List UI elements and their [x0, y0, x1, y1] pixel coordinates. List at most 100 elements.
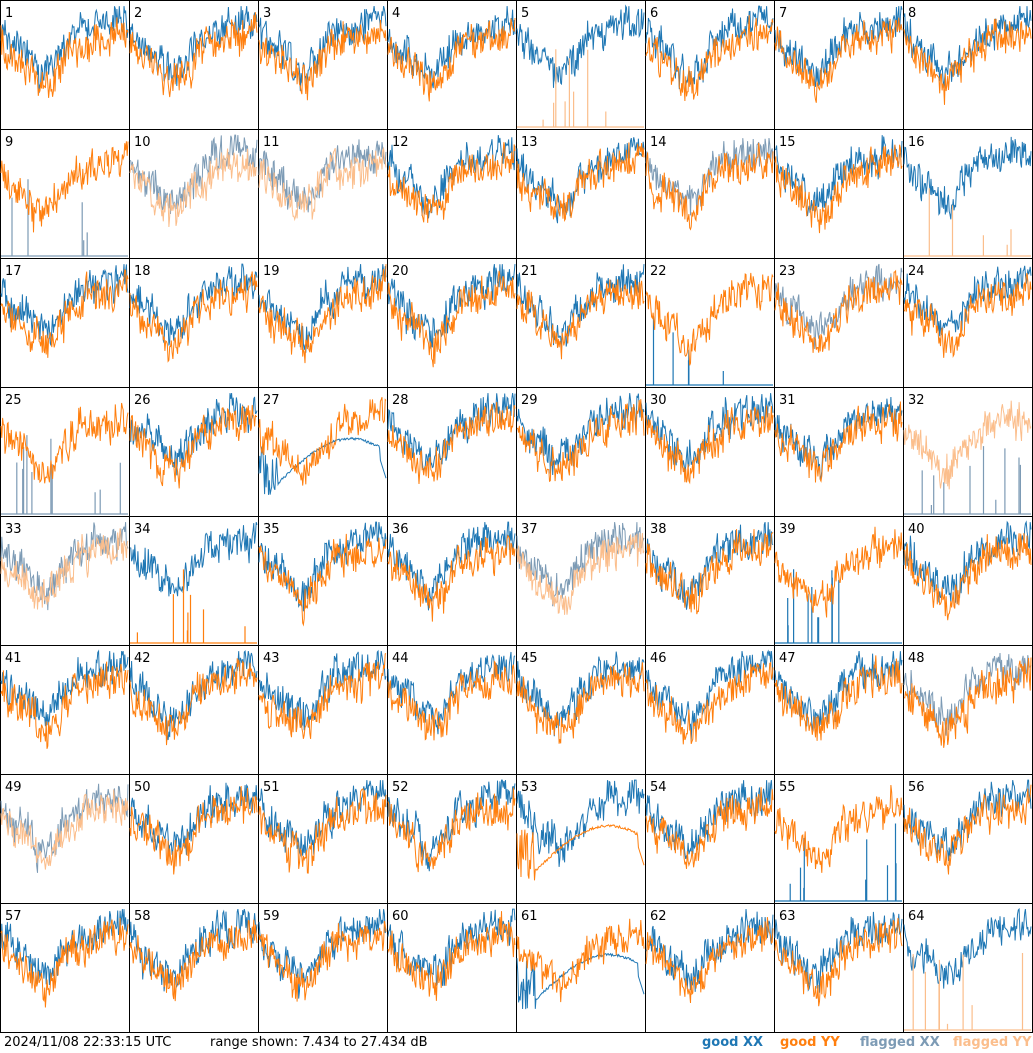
- yy-trace-26: [129, 405, 257, 489]
- panel-label-53: 53: [521, 780, 538, 795]
- panel-label-37: 37: [521, 522, 538, 537]
- xx-trace-35: [258, 521, 387, 612]
- panel-24: 24: [903, 258, 1033, 388]
- xx-trace-22: [646, 316, 773, 386]
- yy-trace-17: [0, 268, 129, 358]
- panel-label-57: 57: [5, 909, 22, 924]
- xx-trace-2: [129, 6, 258, 87]
- yy-trace-51: [258, 788, 387, 874]
- panel-3: 3: [258, 0, 388, 130]
- panel-label-28: 28: [392, 393, 409, 408]
- panel-4: 4: [387, 0, 517, 130]
- panel-32: 32: [903, 387, 1033, 517]
- yy-trace-38: [645, 529, 774, 615]
- xx-trace-55: [775, 823, 902, 902]
- xx-trace-54: [645, 780, 774, 860]
- panel-label-26: 26: [134, 393, 151, 408]
- panel-6: 6: [645, 0, 775, 130]
- xx-trace-63: [774, 911, 903, 993]
- legend-good-xx: good XX: [702, 1035, 764, 1050]
- panel-label-24: 24: [908, 264, 925, 279]
- panel-frame: [645, 0, 775, 130]
- panel-label-8: 8: [908, 6, 916, 21]
- panel-30: 30: [645, 387, 775, 517]
- panel-label-9: 9: [5, 135, 13, 150]
- yy-trace-8: [903, 18, 1032, 105]
- yy-trace-42: [129, 658, 258, 746]
- xx-trace-25: [1, 435, 128, 515]
- xx-trace-44: [387, 651, 516, 735]
- panel-54: 54: [645, 774, 775, 904]
- yy-trace-55: [774, 784, 903, 873]
- xx-trace-46: [645, 649, 774, 741]
- panel-23: 23: [774, 258, 904, 388]
- panel-label-32: 32: [908, 393, 925, 408]
- panel-17: 17: [0, 258, 130, 388]
- panel-64: 64: [903, 903, 1033, 1033]
- yy-trace-57: [0, 917, 129, 1008]
- panel-label-49: 49: [5, 780, 22, 795]
- xx-trace-64: [903, 907, 1032, 989]
- xx-trace-11: [258, 139, 387, 213]
- xx-trace-39: [775, 569, 902, 644]
- panel-label-36: 36: [392, 522, 409, 537]
- panel-label-5: 5: [521, 6, 529, 21]
- panel-label-30: 30: [650, 393, 667, 408]
- panel-8: 8: [903, 0, 1033, 130]
- panel-11: 11: [258, 129, 388, 259]
- panel-label-16: 16: [908, 135, 925, 150]
- panel-12: 12: [387, 129, 517, 259]
- panel-label-47: 47: [779, 651, 796, 666]
- yy-trace-9: [0, 141, 129, 233]
- panel-63: 63: [774, 903, 904, 1033]
- panel-label-58: 58: [134, 909, 151, 924]
- panel-label-12: 12: [392, 135, 409, 150]
- panel-14: 14: [645, 129, 775, 259]
- panel-5: 5: [516, 0, 646, 130]
- panel-16: 16: [903, 129, 1033, 259]
- panel-label-39: 39: [779, 522, 796, 537]
- legend-flagged-yy: flagged YY: [953, 1035, 1032, 1050]
- panel-label-40: 40: [908, 522, 925, 537]
- yy-trace-22: [645, 272, 774, 366]
- xx-trace-14: [645, 137, 774, 216]
- panel-53: 53: [516, 774, 646, 904]
- xx-trace-16: [903, 136, 1032, 220]
- panel-label-50: 50: [134, 780, 151, 795]
- panel-18: 18: [129, 258, 259, 388]
- yy-trace-48: [903, 657, 1032, 748]
- yy-trace-47: [774, 655, 903, 741]
- panel-35: 35: [258, 516, 388, 646]
- panel-1: 1: [0, 0, 130, 130]
- yy-trace-44: [387, 660, 516, 741]
- panel-20: 20: [387, 258, 517, 388]
- yy-trace-23: [774, 269, 903, 353]
- panel-label-64: 64: [908, 909, 925, 924]
- panel-label-38: 38: [650, 522, 667, 537]
- yy-trace-21: [516, 279, 645, 360]
- timestamp: 2024/11/08 22:33:15 UTC: [4, 1035, 172, 1050]
- yy-trace-46: [645, 661, 774, 745]
- yy-trace-2: [129, 12, 258, 98]
- panel-label-59: 59: [263, 909, 280, 924]
- panel-34: 34: [129, 516, 259, 646]
- xx-trace-10: [129, 134, 258, 215]
- yy-trace-60: [387, 911, 516, 1001]
- xx-trace-13: [516, 137, 645, 224]
- panel-label-21: 21: [521, 264, 538, 279]
- yy-trace-49: [0, 789, 129, 870]
- xx-trace-21: [516, 264, 645, 351]
- panel-label-25: 25: [5, 393, 22, 408]
- yy-trace-43: [258, 653, 387, 739]
- footer: 2024/11/08 22:33:15 UTC range shown: 7.4…: [0, 1033, 1033, 1053]
- panel-label-34: 34: [134, 522, 151, 537]
- legend-good-yy: good YY: [780, 1035, 840, 1050]
- panel-19: 19: [258, 258, 388, 388]
- yy-trace-29: [516, 399, 645, 483]
- yy-trace-14: [645, 142, 774, 231]
- xx-trace-6: [645, 5, 774, 94]
- yy-trace-36: [387, 534, 516, 622]
- yy-trace-18: [129, 271, 258, 363]
